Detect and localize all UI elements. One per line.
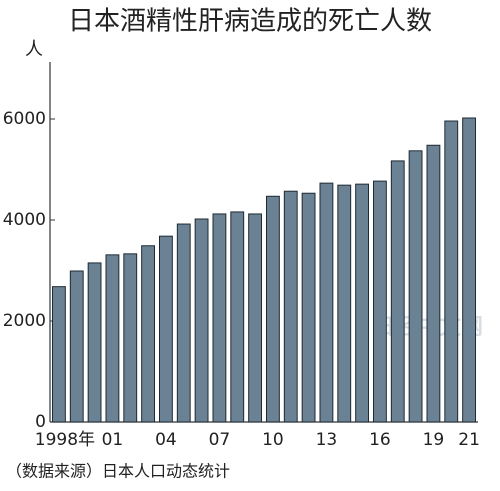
source-note: （数据来源）日本人口动态统计: [6, 462, 230, 481]
y-tick-label: 6000: [3, 109, 46, 129]
x-tick-label: 16: [369, 430, 391, 450]
bar: [319, 182, 334, 423]
y-axis-label: 人: [25, 39, 43, 60]
bar: [248, 213, 263, 423]
x-tick-label: 1998年: [35, 430, 95, 450]
bar: [355, 183, 370, 423]
bar: [390, 160, 405, 423]
x-tick-label: 13: [316, 430, 338, 450]
x-tick-label: 19: [423, 430, 445, 450]
chart-title: 日本酒精性肝病造成的死亡人数: [68, 7, 432, 37]
x-tick-label: 07: [209, 430, 231, 450]
bar: [230, 211, 245, 423]
x-tick-label: 10: [262, 430, 284, 450]
bar: [301, 192, 316, 423]
bar: [87, 262, 102, 423]
x-tick-label: 21: [458, 430, 480, 450]
y-tick-label: 4000: [3, 210, 46, 230]
bar: [462, 117, 477, 423]
bar: [194, 218, 209, 423]
bar: [158, 235, 173, 423]
bar: [283, 190, 298, 423]
bar: [176, 223, 191, 423]
x-tick-label: 04: [155, 430, 177, 450]
y-tick-label: 2000: [3, 311, 46, 331]
bar: [426, 144, 441, 423]
bar: [141, 245, 156, 423]
bar: [408, 150, 423, 423]
x-tick-label: 01: [102, 430, 124, 450]
bar: [69, 270, 84, 423]
bar: [105, 254, 120, 423]
bar: [51, 286, 66, 423]
y-tick-label: 0: [35, 412, 46, 432]
bar: [372, 180, 387, 423]
bar: [444, 120, 459, 423]
bar: [212, 213, 227, 423]
bar: [337, 184, 352, 423]
bar: [123, 253, 138, 423]
bar: [265, 195, 280, 423]
